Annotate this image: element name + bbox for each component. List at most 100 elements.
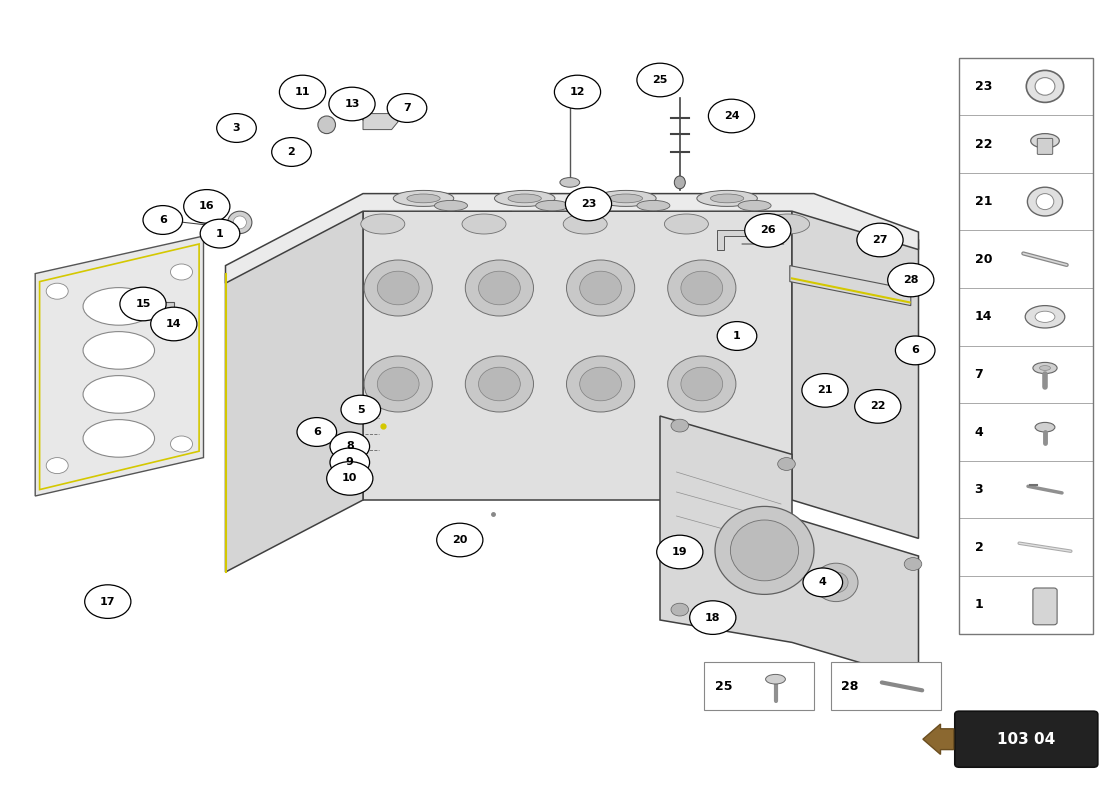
Text: 25: 25	[715, 680, 733, 693]
Ellipse shape	[364, 260, 432, 316]
Ellipse shape	[377, 367, 419, 401]
FancyBboxPatch shape	[959, 173, 1093, 230]
Circle shape	[671, 419, 689, 432]
Ellipse shape	[563, 214, 607, 234]
Circle shape	[151, 307, 197, 341]
Ellipse shape	[84, 331, 154, 370]
Text: 20: 20	[452, 535, 468, 545]
Circle shape	[46, 283, 68, 299]
Circle shape	[690, 601, 736, 634]
Circle shape	[657, 535, 703, 569]
Ellipse shape	[1036, 194, 1054, 210]
Text: 6: 6	[312, 427, 321, 437]
FancyBboxPatch shape	[959, 518, 1093, 576]
Circle shape	[855, 390, 901, 423]
Ellipse shape	[668, 260, 736, 316]
Ellipse shape	[766, 674, 785, 684]
Text: 103 04: 103 04	[998, 732, 1055, 746]
Polygon shape	[226, 194, 918, 283]
Text: 6: 6	[911, 346, 920, 355]
Circle shape	[329, 87, 375, 121]
Circle shape	[170, 264, 192, 280]
FancyArrow shape	[923, 724, 954, 754]
FancyBboxPatch shape	[959, 288, 1093, 346]
Text: 27: 27	[872, 235, 888, 245]
Polygon shape	[660, 416, 918, 680]
Text: 18: 18	[705, 613, 720, 622]
Circle shape	[803, 568, 843, 597]
Circle shape	[437, 523, 483, 557]
Circle shape	[554, 75, 601, 109]
Text: 1: 1	[733, 331, 741, 341]
Polygon shape	[363, 114, 398, 130]
Circle shape	[184, 190, 230, 223]
Polygon shape	[226, 202, 363, 572]
Ellipse shape	[361, 214, 405, 234]
Ellipse shape	[478, 367, 520, 401]
Circle shape	[143, 206, 183, 234]
Ellipse shape	[766, 214, 810, 234]
Text: 14: 14	[975, 310, 992, 323]
Circle shape	[272, 138, 311, 166]
Text: 25: 25	[652, 75, 668, 85]
Ellipse shape	[364, 356, 432, 412]
Ellipse shape	[664, 214, 708, 234]
Ellipse shape	[434, 200, 468, 211]
Text: 23: 23	[581, 199, 596, 209]
Text: 16: 16	[199, 202, 214, 211]
FancyBboxPatch shape	[959, 115, 1093, 173]
Text: 11: 11	[295, 87, 310, 97]
FancyBboxPatch shape	[955, 711, 1098, 767]
Ellipse shape	[738, 200, 771, 211]
Ellipse shape	[1026, 70, 1064, 102]
Circle shape	[888, 263, 934, 297]
Ellipse shape	[465, 356, 534, 412]
Circle shape	[217, 114, 256, 142]
Ellipse shape	[711, 194, 744, 202]
Text: 22: 22	[870, 402, 886, 411]
FancyBboxPatch shape	[704, 662, 814, 710]
Text: 4: 4	[975, 426, 983, 438]
Circle shape	[745, 214, 791, 247]
Text: 17: 17	[100, 597, 116, 606]
Circle shape	[895, 336, 935, 365]
Text: 1: 1	[975, 598, 983, 611]
Ellipse shape	[560, 178, 580, 187]
Ellipse shape	[465, 260, 534, 316]
Text: 6: 6	[158, 215, 167, 225]
Text: 8: 8	[345, 442, 354, 451]
Ellipse shape	[681, 271, 723, 305]
Text: 7: 7	[975, 368, 983, 381]
Ellipse shape	[814, 563, 858, 602]
FancyBboxPatch shape	[959, 461, 1093, 518]
Ellipse shape	[1035, 78, 1055, 95]
Ellipse shape	[84, 419, 154, 457]
Circle shape	[120, 287, 166, 321]
Polygon shape	[790, 266, 911, 306]
Circle shape	[387, 94, 427, 122]
Text: 2: 2	[975, 541, 983, 554]
Ellipse shape	[84, 288, 154, 325]
Circle shape	[717, 322, 757, 350]
Ellipse shape	[394, 190, 453, 206]
Text: 12: 12	[570, 87, 585, 97]
Text: 26: 26	[760, 226, 775, 235]
Circle shape	[170, 436, 192, 452]
Ellipse shape	[674, 176, 685, 189]
FancyBboxPatch shape	[830, 662, 940, 710]
Ellipse shape	[407, 194, 440, 202]
Polygon shape	[792, 202, 918, 538]
FancyBboxPatch shape	[959, 230, 1093, 288]
Ellipse shape	[1033, 362, 1057, 374]
Ellipse shape	[318, 116, 336, 134]
Circle shape	[200, 219, 240, 248]
Polygon shape	[35, 236, 204, 496]
Text: 21: 21	[817, 386, 833, 395]
Ellipse shape	[637, 200, 670, 211]
FancyBboxPatch shape	[1037, 138, 1053, 154]
Text: 13: 13	[344, 99, 360, 109]
FancyBboxPatch shape	[959, 346, 1093, 403]
Circle shape	[778, 458, 795, 470]
FancyBboxPatch shape	[959, 403, 1093, 461]
Text: 28: 28	[842, 680, 859, 693]
